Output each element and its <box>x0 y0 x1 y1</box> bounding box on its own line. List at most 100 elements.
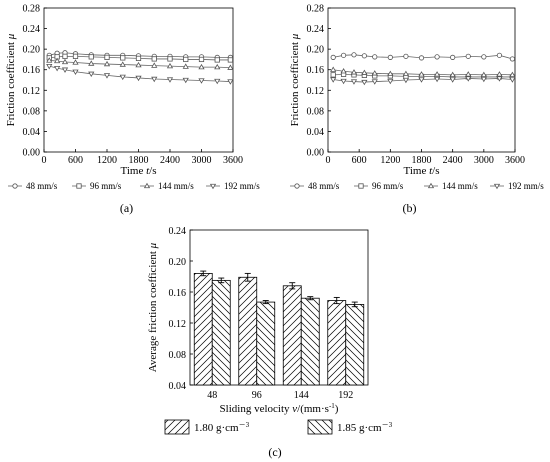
data-point <box>214 78 221 85</box>
data-point <box>135 75 142 82</box>
x-tick-label: 0 <box>42 155 47 166</box>
legend-label-sup: －3 <box>382 421 393 429</box>
legend-label-sup: －3 <box>239 421 250 429</box>
y-axis-label: Friction coefficient μ <box>5 33 17 126</box>
data-point <box>387 54 393 60</box>
legend-label: 192 mm/s <box>508 181 544 191</box>
data-point <box>61 67 69 73</box>
data-point <box>450 54 456 60</box>
series-3-a <box>46 57 234 70</box>
y-tick-label: 0.12 <box>23 86 41 97</box>
data-point <box>387 78 394 85</box>
data-point <box>371 70 378 76</box>
x-axis-label-sup: -1 <box>329 402 335 410</box>
data-point <box>340 52 347 58</box>
data-point <box>496 52 503 58</box>
data-point <box>88 71 95 78</box>
series-4-a <box>46 63 234 85</box>
y-tick-label: 0.04 <box>169 381 187 392</box>
data-point <box>402 70 410 76</box>
legend-label: 1.85 g·cm－3 <box>337 421 393 434</box>
data-point <box>350 79 358 85</box>
data-point <box>330 77 337 83</box>
data-point <box>418 55 425 61</box>
data-point <box>434 54 440 60</box>
legend-marker <box>358 183 364 189</box>
x-axis-label: Time t/s <box>404 165 440 177</box>
legend-label: 96 mm/s <box>90 181 122 191</box>
y-tick-label: 0.12 <box>307 86 325 97</box>
data-point <box>62 53 68 59</box>
data-point <box>480 76 487 83</box>
data-point <box>103 73 111 79</box>
data-point <box>403 53 409 59</box>
data-point <box>151 62 158 68</box>
data-point <box>151 76 158 83</box>
data-point <box>54 57 61 64</box>
y-tick-label: 0.08 <box>23 106 41 117</box>
plot-frame <box>189 229 369 386</box>
data-point <box>227 79 234 85</box>
data-point <box>449 77 456 83</box>
y-tick-label: 0.08 <box>307 106 325 117</box>
data-point <box>372 54 378 60</box>
y-tick-label: 0.00 <box>307 148 325 159</box>
data-point <box>183 56 189 63</box>
data-point <box>135 55 142 62</box>
y-tick-label: 0.16 <box>23 65 41 76</box>
bar <box>193 272 213 386</box>
x-tick-label: 1200 <box>380 155 400 166</box>
bar <box>256 301 276 386</box>
legend: 48 mm/s 96 mm/s 144 mm/s 192 mm/s <box>8 181 260 191</box>
x-tick-label: 3000 <box>474 155 494 166</box>
data-point <box>465 53 471 59</box>
data-point <box>509 77 516 83</box>
data-point <box>361 69 368 75</box>
x-tick-label: 3000 <box>192 155 212 166</box>
x-axis-label-unit: /s <box>149 165 156 177</box>
y-tick-label: 0.24 <box>169 226 187 237</box>
legend-label: 48 mm/s <box>308 181 340 191</box>
series-1-b <box>330 52 516 62</box>
data-point <box>340 78 347 85</box>
x-axis-label: Sliding velocity v/(mm·s-1) <box>220 402 339 415</box>
legend-label: 1.80 g·cm－3 <box>194 421 250 434</box>
x-tick-label: 96 <box>252 390 262 401</box>
x-tick-label: 192 <box>338 390 353 401</box>
legend-marker <box>427 182 435 189</box>
legend: 1.80 g·cm－3 1.85 g·cm－3 <box>164 419 393 435</box>
data-point <box>449 71 456 78</box>
x-axis-label-unit: /(mm·s <box>297 403 329 415</box>
x-axis-label-unit: /s <box>432 165 439 177</box>
data-point <box>351 52 357 58</box>
data-point <box>465 76 472 82</box>
x-tick-label: 144 <box>294 390 309 401</box>
data-point <box>151 56 157 62</box>
data-point <box>330 72 336 78</box>
data-point <box>418 77 425 83</box>
y-axis-label-var: μ <box>289 33 301 40</box>
x-tick-label: 2400 <box>443 155 463 166</box>
y-axis-label: Friction coefficient μ <box>289 33 301 126</box>
data-point <box>120 55 126 61</box>
x-axis-label-var: t <box>429 165 433 177</box>
y-axis-label: Average friction coefficient μ <box>147 242 159 372</box>
data-point <box>119 61 126 67</box>
y-tick-label: 0.20 <box>169 257 187 268</box>
data-point <box>340 68 347 74</box>
data-point <box>135 61 142 68</box>
legend-label: 96 mm/s <box>372 181 404 191</box>
data-point <box>330 54 336 60</box>
y-axis-label-var: μ <box>5 33 17 40</box>
legend-label: 144 mm/s <box>442 181 478 191</box>
y-tick-label: 0.24 <box>23 24 41 35</box>
legend: 48 mm/s 96 mm/s 144 mm/s 192 mm/s <box>290 181 544 191</box>
data-point <box>350 69 358 75</box>
legend-swatch <box>307 419 333 435</box>
legend-marker <box>12 183 18 189</box>
data-point <box>361 79 368 86</box>
data-point <box>61 58 69 65</box>
chart-panel-a: 0.00 0.04 0.08 0.12 0.16 0.20 0.24 0.28 0 600 1200… <box>5 4 260 216</box>
series-4-b <box>330 76 516 86</box>
